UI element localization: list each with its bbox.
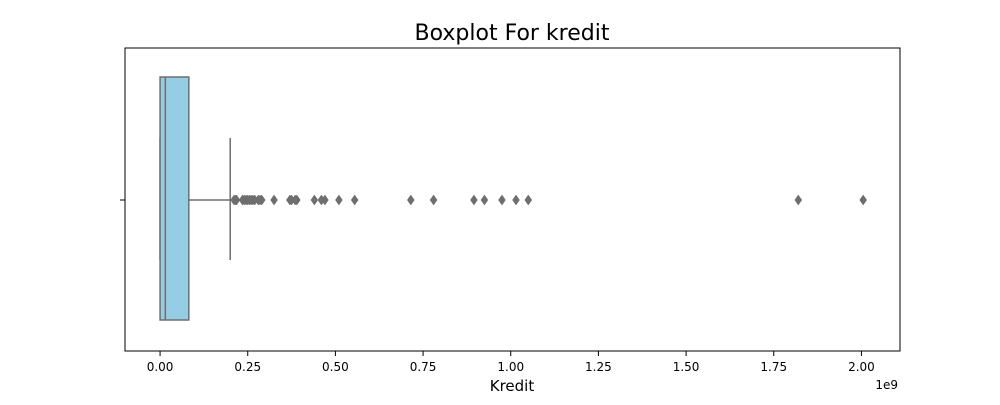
outlier-point: [480, 194, 489, 206]
outlier-point: [524, 194, 533, 206]
outlier-point: [321, 194, 329, 206]
x-scale-label: 1e9: [875, 378, 898, 392]
outlier-point: [794, 194, 803, 206]
plot-marks: [159, 76, 867, 321]
outlier-point: [429, 194, 438, 206]
iqr-box: [159, 76, 190, 321]
x-tick-label: 1.00: [497, 360, 524, 374]
x-tick-label: 0.00: [147, 360, 174, 374]
outlier-point: [257, 194, 266, 206]
x-tick-label: 0.75: [410, 360, 437, 374]
outlier-point: [335, 194, 343, 206]
outlier-point: [310, 194, 319, 206]
x-axis: 0.00 0.25 0.50 0.75 1.00 1.25 1.50 1.75 2.00: [120, 199, 875, 374]
outlier-point: [350, 194, 359, 206]
x-tick-label: 0.25: [234, 360, 261, 374]
outlier-point: [270, 194, 278, 206]
x-tick-label: 0.50: [322, 360, 349, 374]
x-tick-label: 1.25: [585, 360, 612, 374]
chart-title: Boxplot For kredit: [415, 21, 610, 46]
outlier-point: [859, 194, 867, 206]
outlier-point: [512, 194, 520, 206]
outlier-point: [406, 194, 415, 206]
x-tick-label: 1.75: [760, 360, 787, 374]
outlier-point: [470, 194, 478, 206]
outlier-point: [232, 194, 241, 206]
outlier-point: [293, 194, 301, 206]
x-axis-label: Kredit: [490, 377, 535, 395]
outlier-point: [498, 194, 506, 206]
x-tick-label: 2.00: [848, 360, 875, 374]
x-tick-label: 1.50: [673, 360, 700, 374]
